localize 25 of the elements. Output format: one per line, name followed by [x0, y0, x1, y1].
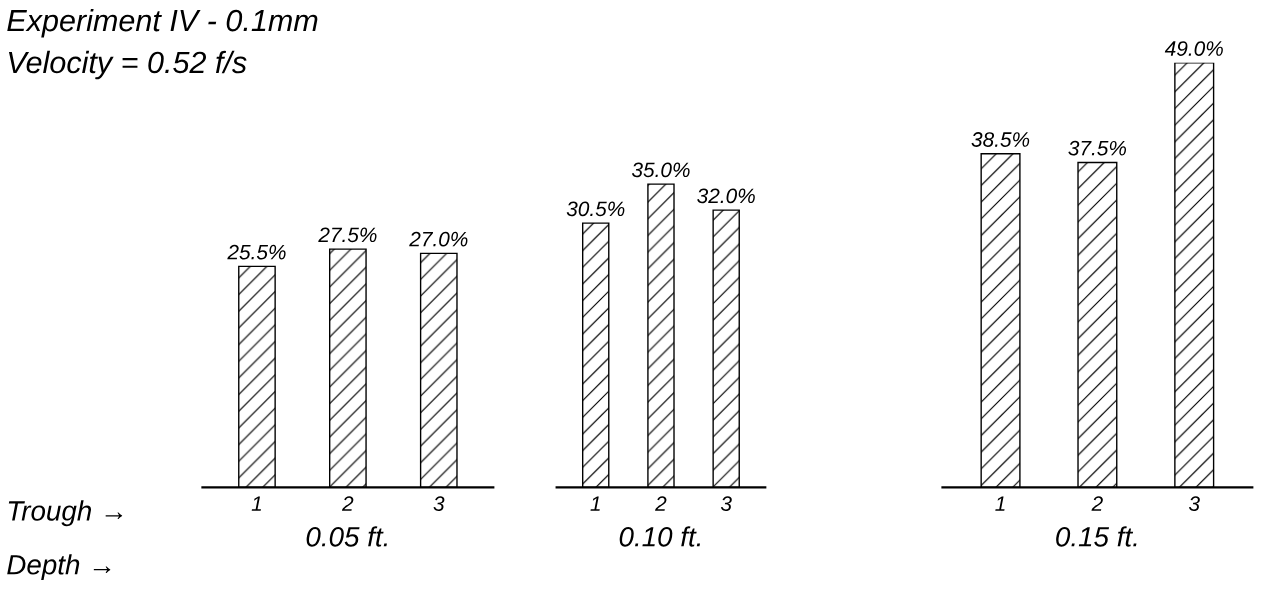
x-tick-label: 2 — [1091, 496, 1103, 511]
x-tick-label: 1 — [590, 496, 600, 511]
x-tick-label: 1 — [995, 496, 1005, 511]
data-label: 27.5% — [318, 227, 377, 243]
chart-title: Experiment IV - 0.1mm — [7, 8, 318, 38]
data-label: 32.0% — [697, 188, 755, 204]
data-label: 30.5% — [566, 201, 625, 217]
x-axis-title: 0.15 ft. — [1056, 526, 1137, 547]
data-label: 37.5% — [1068, 140, 1127, 156]
data-label: 35.0% — [631, 162, 690, 178]
chart-subtitle: Velocity = 0.52 f/s — [8, 50, 247, 80]
x-tick-label: 2 — [341, 496, 354, 511]
data-label: 25.5% — [227, 244, 286, 260]
data-label: 27.0% — [409, 231, 468, 247]
x-tick-label: 3 — [433, 496, 445, 512]
x-tick-label: 3 — [1188, 496, 1200, 512]
x-tick-label: 1 — [251, 496, 261, 511]
x-tick-label: 2 — [655, 496, 667, 511]
x-tick-label: 3 — [720, 496, 732, 512]
data-label: 38.5% — [971, 132, 1030, 147]
x-axis-title: 0.05 ft. — [306, 526, 387, 547]
data-label: 49.0% — [1164, 41, 1223, 56]
text: Trough → — [8, 500, 123, 527]
text: Depth → — [7, 554, 111, 581]
x-axis-title: 0.10 ft. — [619, 526, 701, 547]
